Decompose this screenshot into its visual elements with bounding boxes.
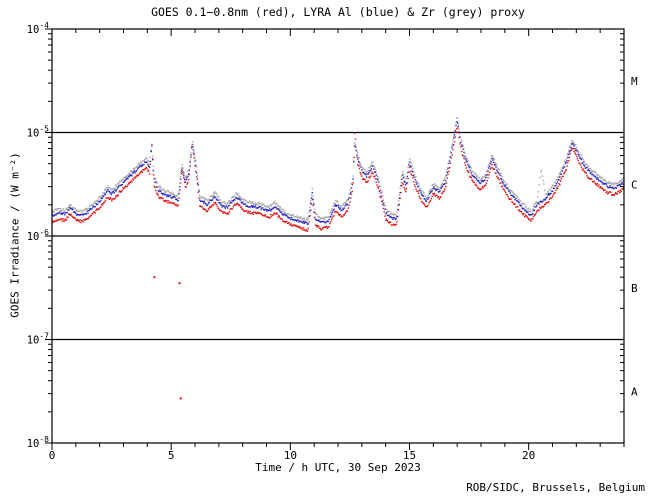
chart-title: GOES 0.1−0.8nm (red), LYRA Al (blue) & Z… [151,5,525,19]
svg-text:M: M [631,75,638,88]
series-dots-lyra-al-proxy [51,121,625,225]
svg-text:15: 15 [403,449,416,462]
y-axis-tick-labels: 10-4 10-5 10-6 10-7 10-8 [27,21,49,450]
svg-text:5: 5 [168,449,175,462]
svg-text:10-5: 10-5 [27,125,49,140]
flare-class-lines [52,131,624,341]
series-dots-goes-0-1-0-8nm [51,127,625,232]
svg-text:10-6: 10-6 [27,228,49,243]
x-axis-tick-labels: 0 5 10 15 20 [49,449,536,462]
svg-text:10-7: 10-7 [27,332,49,347]
svg-text:20: 20 [522,449,535,462]
y-axis-ticks [45,28,624,444]
flare-class-labels: M C B A [631,75,638,399]
svg-text:10: 10 [284,449,297,462]
data-series [51,117,625,232]
credit-text: ROB/SIDC, Brussels, Belgium [466,481,645,494]
svg-text:A: A [631,385,638,398]
x-axis-label: Time / h UTC, 30 Sep 2023 [255,461,421,474]
svg-text:B: B [631,282,638,295]
dropout-dots [153,276,182,400]
svg-text:10-4: 10-4 [27,21,49,36]
y-axis-label: GOES Irradiance / (W m⁻²) [8,152,22,318]
svg-text:C: C [631,178,638,191]
svg-text:10-8: 10-8 [27,435,49,450]
x-axis-ticks [51,29,625,450]
svg-text:0: 0 [49,449,56,462]
